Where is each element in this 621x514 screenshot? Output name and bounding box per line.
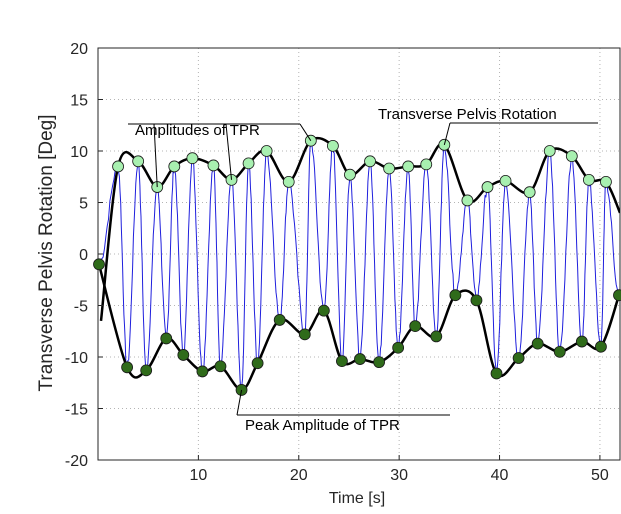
- y-tick-label: -10: [65, 350, 88, 367]
- y-tick-label: 20: [70, 41, 88, 58]
- annotation-peak: Peak Amplitude of TPR: [245, 417, 400, 434]
- upper-peak-marker: [420, 158, 433, 171]
- lower-peak-marker: [196, 365, 209, 378]
- lower-peak-marker: [409, 320, 422, 333]
- annotation-amplitudes: Amplitudes of TPR: [135, 122, 260, 139]
- lower-peak-marker: [575, 335, 588, 348]
- upper-peak-marker: [260, 145, 273, 157]
- lower-peak-marker: [512, 352, 525, 364]
- lower-peak-marker: [470, 294, 483, 307]
- lower-peak-marker: [531, 337, 544, 350]
- upper-peak-marker: [207, 159, 220, 172]
- lower-peak-marker: [317, 304, 330, 317]
- upper-peak-marker: [112, 160, 124, 173]
- upper-peak-marker: [481, 181, 494, 193]
- lower-peak-marker: [121, 361, 134, 374]
- annotation-leader: [299, 123, 312, 141]
- upper-peak-marker: [523, 186, 536, 199]
- y-axis-label: Transverse Pelvis Rotation [Deg]: [36, 114, 57, 391]
- upper-peak-marker: [582, 173, 595, 186]
- lower-peak-marker: [373, 356, 385, 369]
- annotations: Amplitudes of TPR Transverse Pelvis Rota…: [128, 106, 598, 434]
- lower-peak-marker: [392, 341, 405, 354]
- lower-peak-marker: [430, 330, 443, 343]
- lower-peak-marker: [595, 340, 607, 353]
- upper-peak-marker: [282, 175, 295, 188]
- y-tick-label: -5: [74, 299, 88, 316]
- y-tick-label: -20: [65, 453, 88, 470]
- lower-peak-marker: [273, 314, 286, 326]
- x-axis-label: Time [s]: [329, 490, 385, 507]
- lower-peak-marker: [613, 289, 621, 302]
- y-tick-label: 0: [79, 247, 88, 264]
- annotation-signal: Transverse Pelvis Rotation: [378, 106, 557, 123]
- annotation-leader: [153, 123, 158, 188]
- y-tick-label: 15: [70, 93, 88, 110]
- lower-peak-marker: [336, 355, 348, 368]
- upper-peak-marker: [364, 155, 376, 168]
- upper-peak-marker: [499, 174, 512, 187]
- annotation-leader: [225, 123, 233, 180]
- upper-peak-marker: [600, 175, 612, 188]
- lower-peak-marker: [140, 364, 153, 377]
- upper-peak-marker: [543, 145, 556, 157]
- x-tick-label: 10: [189, 467, 207, 484]
- lower-peak-marker: [160, 332, 173, 345]
- y-tick-label: 5: [79, 196, 88, 213]
- series-layer: [93, 134, 621, 396]
- lower-peak-marker: [251, 357, 264, 370]
- annotation-leader: [443, 122, 451, 145]
- x-tick-label: 50: [591, 467, 609, 484]
- x-tick-label: 20: [290, 467, 308, 484]
- lower-peak-marker: [214, 360, 227, 373]
- x-tick-label: 40: [491, 467, 509, 484]
- upper-peak-marker: [565, 150, 578, 163]
- lower-peak-marker: [354, 353, 366, 365]
- upper-peak-marker: [461, 194, 474, 207]
- x-tick-label: 30: [390, 467, 408, 484]
- lower-peak-marker: [177, 349, 190, 361]
- lower-peak-marker: [449, 289, 462, 302]
- upper-peak-marker: [186, 152, 199, 165]
- y-tick-label: -15: [65, 402, 88, 419]
- annotation-leader: [236, 389, 243, 416]
- upper-peak-marker: [132, 155, 145, 168]
- upper-peak-marker: [326, 139, 339, 152]
- upper-peak-marker: [402, 160, 415, 173]
- upper-peak-marker: [168, 160, 181, 173]
- y-tick-label: 10: [70, 144, 88, 161]
- lower-peak-marker: [553, 345, 566, 358]
- upper-peak-marker: [242, 157, 255, 170]
- upper-peak-marker: [383, 162, 396, 175]
- lower-peak-marker: [93, 258, 105, 271]
- lower-peak-marker: [298, 328, 311, 341]
- lower-peak-marker: [490, 367, 503, 380]
- upper-peak-marker: [344, 168, 356, 181]
